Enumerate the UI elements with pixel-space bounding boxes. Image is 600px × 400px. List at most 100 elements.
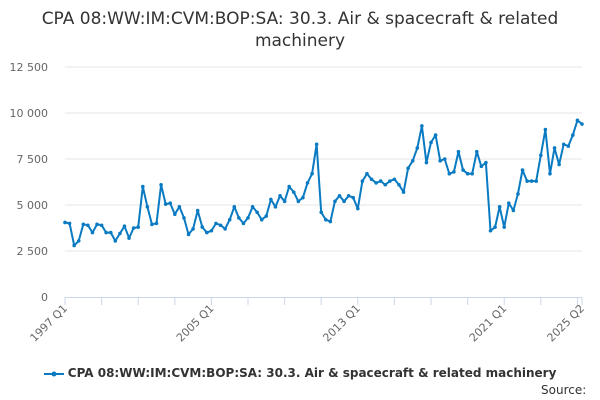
data-point <box>301 195 305 200</box>
data-point <box>465 171 470 176</box>
data-point <box>520 168 525 172</box>
data-point <box>493 225 497 229</box>
x-tick-label: 2025 Q2 <box>545 302 588 345</box>
data-point <box>502 225 507 229</box>
data-point <box>227 217 232 222</box>
data-point <box>95 222 99 227</box>
data-point <box>561 142 566 147</box>
data-point <box>291 190 296 194</box>
data-point <box>163 202 168 206</box>
data-point <box>76 239 81 243</box>
data-point <box>314 142 319 147</box>
data-point <box>195 208 200 213</box>
data-point <box>186 232 191 237</box>
data-point <box>122 224 127 228</box>
data-point <box>200 225 205 229</box>
data-point <box>337 194 342 198</box>
data-point <box>548 171 552 176</box>
data-point <box>310 171 314 176</box>
data-point <box>150 222 154 227</box>
y-tick-label: 10 000 <box>10 107 49 120</box>
data-point <box>424 160 429 165</box>
data-point <box>571 133 575 137</box>
data-point <box>388 179 392 183</box>
data-point <box>81 222 86 227</box>
data-point <box>525 179 529 183</box>
data-point <box>506 201 511 205</box>
x-tick-label: 1997 Q1 <box>28 302 71 345</box>
data-point <box>108 230 113 235</box>
data-point <box>470 171 474 176</box>
data-point <box>497 205 502 209</box>
data-point <box>452 170 456 174</box>
y-tick-label: 5 000 <box>17 199 49 212</box>
data-point <box>282 199 287 204</box>
data-point <box>319 210 324 215</box>
data-point <box>113 239 118 243</box>
data-point <box>191 227 195 231</box>
series-line <box>64 119 583 247</box>
data-point <box>140 184 145 189</box>
data-point <box>342 199 346 204</box>
data-point <box>442 157 447 161</box>
data-point <box>484 160 488 165</box>
data-point <box>392 177 397 182</box>
data-point <box>278 194 282 198</box>
source-label: Source: <box>541 383 587 397</box>
data-point <box>566 144 571 148</box>
data-point <box>305 181 310 185</box>
data-point <box>67 221 72 226</box>
data-point <box>145 205 150 209</box>
data-point <box>223 227 227 231</box>
data-point <box>72 243 76 248</box>
data-point <box>511 208 516 213</box>
data-point <box>383 182 388 187</box>
data-point <box>410 159 415 163</box>
data-point <box>365 171 369 176</box>
data-point <box>552 146 557 150</box>
data-point <box>374 181 378 185</box>
y-tick-label: 12 500 <box>10 61 49 74</box>
data-point <box>250 205 255 209</box>
legend[interactable]: CPA 08:WW:IM:CVM:BOP:SA: 30.3. Air & spa… <box>0 366 600 380</box>
data-point <box>173 212 177 216</box>
data-point <box>99 223 104 228</box>
data-point <box>346 194 351 198</box>
legend-label: CPA 08:WW:IM:CVM:BOP:SA: 30.3. Air & spa… <box>67 366 557 380</box>
data-point <box>255 210 259 215</box>
data-point <box>273 205 278 209</box>
y-tick-label: 7 500 <box>17 153 49 166</box>
data-point <box>534 179 539 183</box>
data-point <box>269 197 273 202</box>
data-point <box>154 221 159 226</box>
data-point <box>214 221 218 226</box>
x-tick-label: 2021 Q1 <box>467 302 510 345</box>
data-point <box>516 192 520 196</box>
data-point <box>323 217 328 222</box>
data-point <box>118 231 122 236</box>
data-point <box>543 127 548 132</box>
data-point <box>131 226 136 230</box>
data-point <box>287 184 291 189</box>
data-point <box>429 140 433 145</box>
data-point <box>296 199 301 204</box>
data-point <box>205 230 209 235</box>
data-point <box>159 182 163 187</box>
data-point <box>104 230 108 235</box>
data-point <box>182 216 186 220</box>
data-point <box>136 225 141 229</box>
data-point <box>246 216 250 220</box>
data-point <box>438 159 442 163</box>
chart-title: CPA 08:WW:IM:CVM:BOP:SA: 30.3. Air & spa… <box>41 9 559 51</box>
y-tick-label: 0 <box>41 291 48 304</box>
data-point <box>127 236 131 240</box>
data-point <box>488 228 493 233</box>
data-point <box>456 149 461 154</box>
legend-line-icon <box>43 371 64 376</box>
data-point <box>90 230 95 235</box>
data-point <box>333 199 337 204</box>
data-point <box>241 221 246 226</box>
data-point <box>264 214 269 218</box>
data-point <box>360 179 365 183</box>
